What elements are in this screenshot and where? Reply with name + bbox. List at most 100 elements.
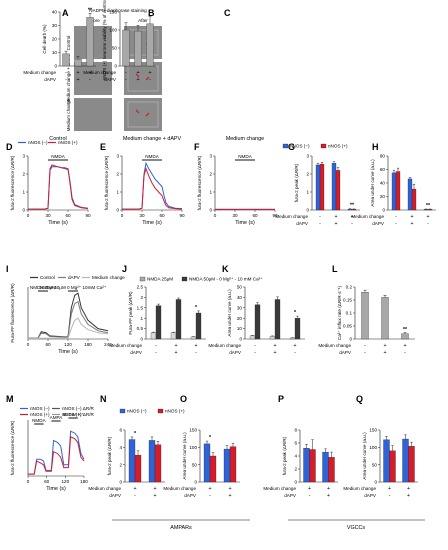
legend-g-label: nNOS (+) <box>328 144 348 149</box>
bar <box>427 209 433 211</box>
legend-j-label: NMDA 25μM <box>147 277 173 282</box>
panel-letter-p: P <box>278 394 284 404</box>
condition-sign: - <box>389 493 391 499</box>
x-tick-label: 120 <box>64 342 72 347</box>
legend-n-swatch <box>157 408 164 414</box>
y-tick-label: 0 <box>294 480 297 485</box>
y-tick-label: 50 <box>237 285 243 290</box>
stimulus-label: AMPA <box>50 415 64 420</box>
panel-letter-n: N <box>100 394 107 404</box>
bar <box>209 455 217 483</box>
y-tick-label: 0 <box>114 64 117 69</box>
legend-n-label: nNOS (−) <box>127 409 147 414</box>
condition-sign: - <box>149 77 151 83</box>
bar <box>381 297 389 340</box>
significance-mark: ** <box>403 327 408 333</box>
bar <box>223 448 231 483</box>
condition-sign: - <box>364 350 366 356</box>
y-tick-label: 0 <box>374 480 377 485</box>
bar <box>62 53 70 67</box>
x-tick-label: 0 <box>27 342 30 347</box>
bar <box>229 446 237 483</box>
bar <box>134 30 142 67</box>
series-line <box>28 300 109 339</box>
bar <box>190 336 197 340</box>
x-tick-label: 90 <box>179 213 185 218</box>
micrograph-before <box>74 98 112 131</box>
y-tick-label: 100 <box>369 445 377 450</box>
condition-sign: - <box>319 221 321 227</box>
series-line <box>122 161 183 210</box>
panel-letter-q: Q <box>356 394 363 404</box>
condition-sign: + <box>407 493 410 499</box>
panel-letter-d: D <box>6 142 13 152</box>
micrograph-before <box>74 62 112 95</box>
y-tick-label: 0 <box>54 64 57 69</box>
x-tick-label: 60 <box>159 213 165 218</box>
condition-sign: + <box>327 486 330 492</box>
chart-title: Medium change + dAPV <box>123 136 182 142</box>
y-tick-label: 40 <box>52 10 58 15</box>
significance-mark: * <box>294 310 297 316</box>
y-axis-label: fura-2 fluorescence (ΔR/R) <box>10 420 15 475</box>
bar <box>146 23 154 67</box>
condition-sign: - <box>65 77 67 83</box>
y-tick-label: 150 <box>189 428 197 433</box>
micrograph-after <box>124 26 162 59</box>
panel-letter-m: M <box>6 394 14 404</box>
row-label-medium-change: Medium change <box>88 486 121 491</box>
legend-g-label: nNOS (−) <box>290 144 310 149</box>
bar <box>203 443 211 483</box>
condition-sign: + <box>293 343 296 349</box>
x-tick-label: 30 <box>232 213 238 218</box>
x-tick-label: 30 <box>139 213 145 218</box>
bar <box>74 59 82 67</box>
panel-letter-k: K <box>222 264 229 274</box>
y-tick-label: 2 <box>209 172 212 177</box>
panel-letter-j: J <box>122 264 127 274</box>
bar <box>347 208 353 211</box>
y-tick-label: 3 <box>22 154 25 159</box>
x-axis-label: Time (s) <box>235 220 255 226</box>
y-tick-label: 100 <box>109 28 117 33</box>
arrow-marker <box>135 109 150 117</box>
stimulus-label: NMDA <box>238 154 252 159</box>
x-tick-label: 0 <box>27 213 30 218</box>
row-label-dapv: dAPV <box>104 77 117 82</box>
row-label-medium-change: Medium change <box>163 486 196 491</box>
legend-g-swatch <box>282 143 289 149</box>
y-tick-label: 0.5 <box>137 326 144 331</box>
bar <box>331 163 337 211</box>
legend-j-label: NMDA 50μM - 0 Mg²⁺ - 10 mM Ca²⁺ <box>189 277 263 282</box>
y-axis-label: fura-2 fluorescence (ΔR/R) <box>10 155 15 210</box>
condition-sign: - <box>404 350 406 356</box>
panel-letter-a: A <box>62 8 69 18</box>
y-tick-label: 80 <box>380 154 386 159</box>
stimulus-label: NMDA <box>51 154 65 159</box>
y-axis-label: fura-2 fluorescence (ΔR/R) <box>197 155 202 210</box>
condition-sign: + <box>334 214 337 220</box>
axis-line <box>27 287 108 340</box>
y-axis-label: fura-2 fluorescence (ΔR/R) <box>104 155 109 210</box>
panel-letter-f: F <box>194 142 200 152</box>
panel-a-col-after: After <box>138 18 148 23</box>
condition-sign: + <box>334 221 337 227</box>
row-label-dapv: dAPV <box>44 77 57 82</box>
micrograph-after <box>124 98 162 131</box>
condition-sign: - <box>395 221 397 227</box>
condition-sign: + <box>153 486 156 492</box>
condition-sign: + <box>228 493 231 499</box>
condition-sign: - <box>319 214 321 220</box>
row-label-medium-change: Medium change <box>109 343 142 348</box>
bar <box>195 312 202 340</box>
bar <box>335 170 341 211</box>
series-line <box>28 164 89 210</box>
x-tick-label: 60 <box>65 213 71 218</box>
row-label-dapv: dAPV <box>109 493 122 498</box>
stimulus-label: NMDA <box>145 154 159 159</box>
significance-mark: ** <box>88 7 93 13</box>
condition-sign: + <box>327 493 330 499</box>
bar <box>407 178 413 211</box>
bar <box>154 444 162 483</box>
row-label-dapv: dAPV <box>184 493 197 498</box>
